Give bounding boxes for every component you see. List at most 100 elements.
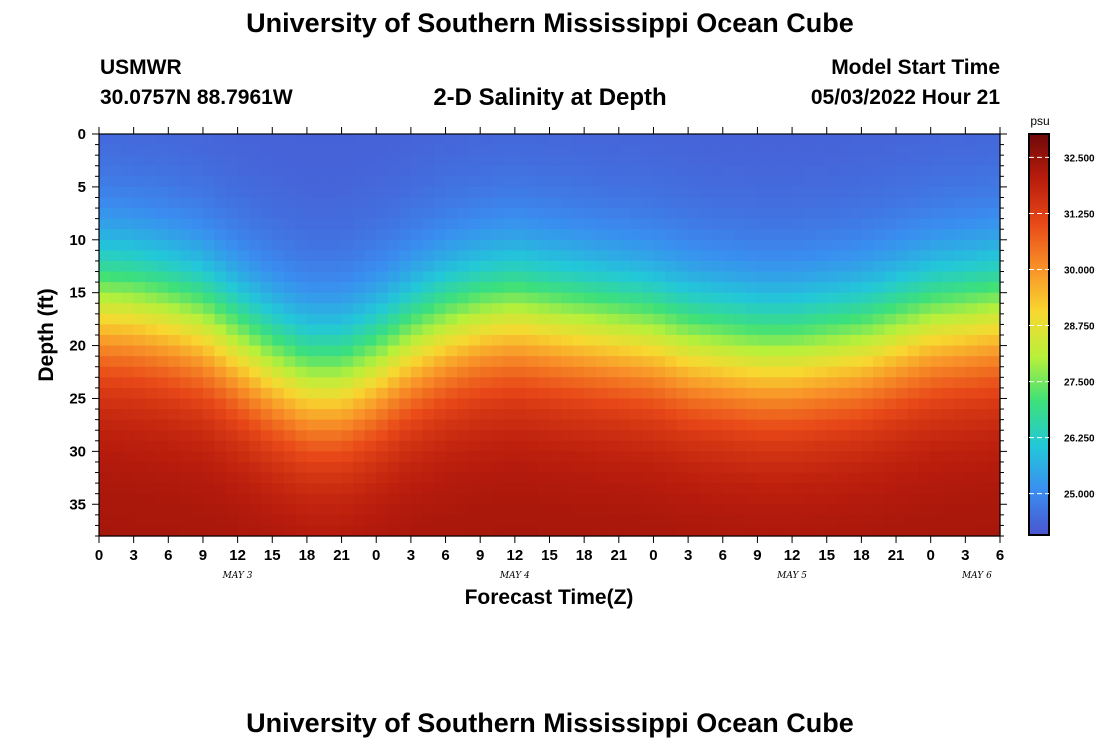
heatmap-cell (526, 504, 539, 516)
heatmap-cell (572, 419, 585, 431)
heatmap-cell (318, 303, 331, 315)
heatmap-cell (884, 451, 897, 463)
heatmap-cell (526, 377, 539, 389)
heatmap-cell (526, 451, 539, 463)
heatmap-cell (630, 398, 643, 410)
heatmap-cell (387, 451, 400, 463)
heatmap-cell (433, 483, 447, 495)
heatmap-cell (249, 313, 262, 326)
heatmap-cell (445, 165, 458, 177)
heatmap-cell (896, 377, 909, 389)
heatmap-cell (953, 440, 966, 452)
heatmap-cell (295, 366, 308, 378)
heatmap-cell (734, 218, 747, 230)
heatmap-cell (872, 176, 886, 188)
heatmap-cell (526, 366, 539, 378)
heatmap-cell (272, 409, 285, 421)
heatmap-cell (526, 271, 539, 283)
heatmap-cell (445, 208, 458, 220)
heatmap-cell (803, 335, 816, 347)
heatmap-cell (330, 324, 343, 336)
heatmap-cell (399, 260, 412, 273)
heatmap-cell (99, 239, 112, 251)
heatmap-cell (133, 208, 146, 220)
heatmap-cell (653, 472, 666, 484)
heatmap-cell (861, 176, 874, 188)
heatmap-cell (711, 282, 724, 294)
heatmap-cell (584, 282, 597, 294)
heatmap-cell (202, 271, 216, 283)
heatmap-cell (896, 197, 909, 209)
heatmap-cell (537, 483, 551, 495)
heatmap-cell (561, 218, 574, 230)
heatmap-cell (838, 250, 851, 262)
heatmap-cell (965, 282, 978, 294)
heatmap-cell (688, 218, 701, 230)
heatmap-cell (306, 504, 320, 516)
heatmap-cell (896, 430, 909, 442)
heatmap-cell (561, 271, 574, 283)
heatmap-cell (768, 186, 782, 199)
heatmap-cell (503, 398, 516, 410)
heatmap-cell (399, 356, 412, 368)
heatmap-cell (168, 218, 181, 230)
heatmap-cell (757, 229, 770, 241)
heatmap-cell (480, 409, 493, 421)
heatmap-cell (872, 409, 886, 421)
heatmap-cell (214, 451, 227, 463)
heatmap-cell (202, 430, 216, 442)
heatmap-cell (653, 197, 666, 209)
heatmap-cell (399, 144, 412, 156)
heatmap-cell (260, 239, 273, 251)
heatmap-cell (133, 377, 146, 389)
heatmap-cell (734, 282, 747, 294)
heatmap-cell (214, 186, 227, 199)
heatmap-cell (445, 525, 458, 537)
heatmap-cell (156, 440, 169, 452)
heatmap-cell (930, 514, 943, 527)
heatmap-cell (422, 335, 435, 347)
heatmap-cell (965, 197, 978, 209)
heatmap-cell (295, 208, 308, 220)
heatmap-cell (168, 493, 181, 505)
heatmap-cell (364, 239, 377, 251)
heatmap-cell (341, 472, 354, 484)
heatmap-cell (168, 208, 181, 220)
heatmap-cell (607, 197, 620, 209)
heatmap-cell (919, 292, 932, 304)
heatmap-cell (491, 493, 504, 505)
heatmap-cell (896, 250, 909, 262)
heatmap-cell (445, 229, 458, 241)
heatmap-cell (745, 483, 759, 495)
heatmap-cell (907, 504, 920, 516)
heatmap-cell (422, 366, 435, 378)
heatmap-cell (364, 461, 377, 474)
heatmap-cell (156, 229, 169, 241)
heatmap-cell (133, 313, 146, 326)
heatmap-cell (272, 387, 285, 400)
heatmap-cell (849, 483, 862, 495)
x-tick-label: 9 (753, 547, 761, 564)
heatmap-cell (503, 345, 516, 357)
heatmap-cell (711, 292, 724, 304)
heatmap-cell (711, 440, 724, 452)
heatmap-cell (699, 493, 712, 505)
heatmap-cell (884, 493, 897, 505)
heatmap-cell (688, 525, 701, 537)
heatmap-cell (237, 176, 250, 188)
heatmap-cell (283, 134, 296, 146)
heatmap-cell (722, 525, 735, 537)
heatmap-cell (122, 176, 135, 188)
heatmap-cell (503, 440, 516, 452)
heatmap-cell (422, 398, 435, 410)
heatmap-cell (168, 250, 181, 262)
heatmap-cell (722, 208, 735, 220)
heatmap-cell (376, 430, 389, 442)
heatmap-cell (399, 409, 412, 421)
heatmap-cell (803, 356, 816, 368)
heatmap-cell (838, 271, 851, 283)
heatmap-cell (526, 335, 539, 347)
heatmap-cell (792, 282, 805, 294)
heatmap-cell (665, 134, 678, 146)
heatmap-cell (688, 504, 701, 516)
